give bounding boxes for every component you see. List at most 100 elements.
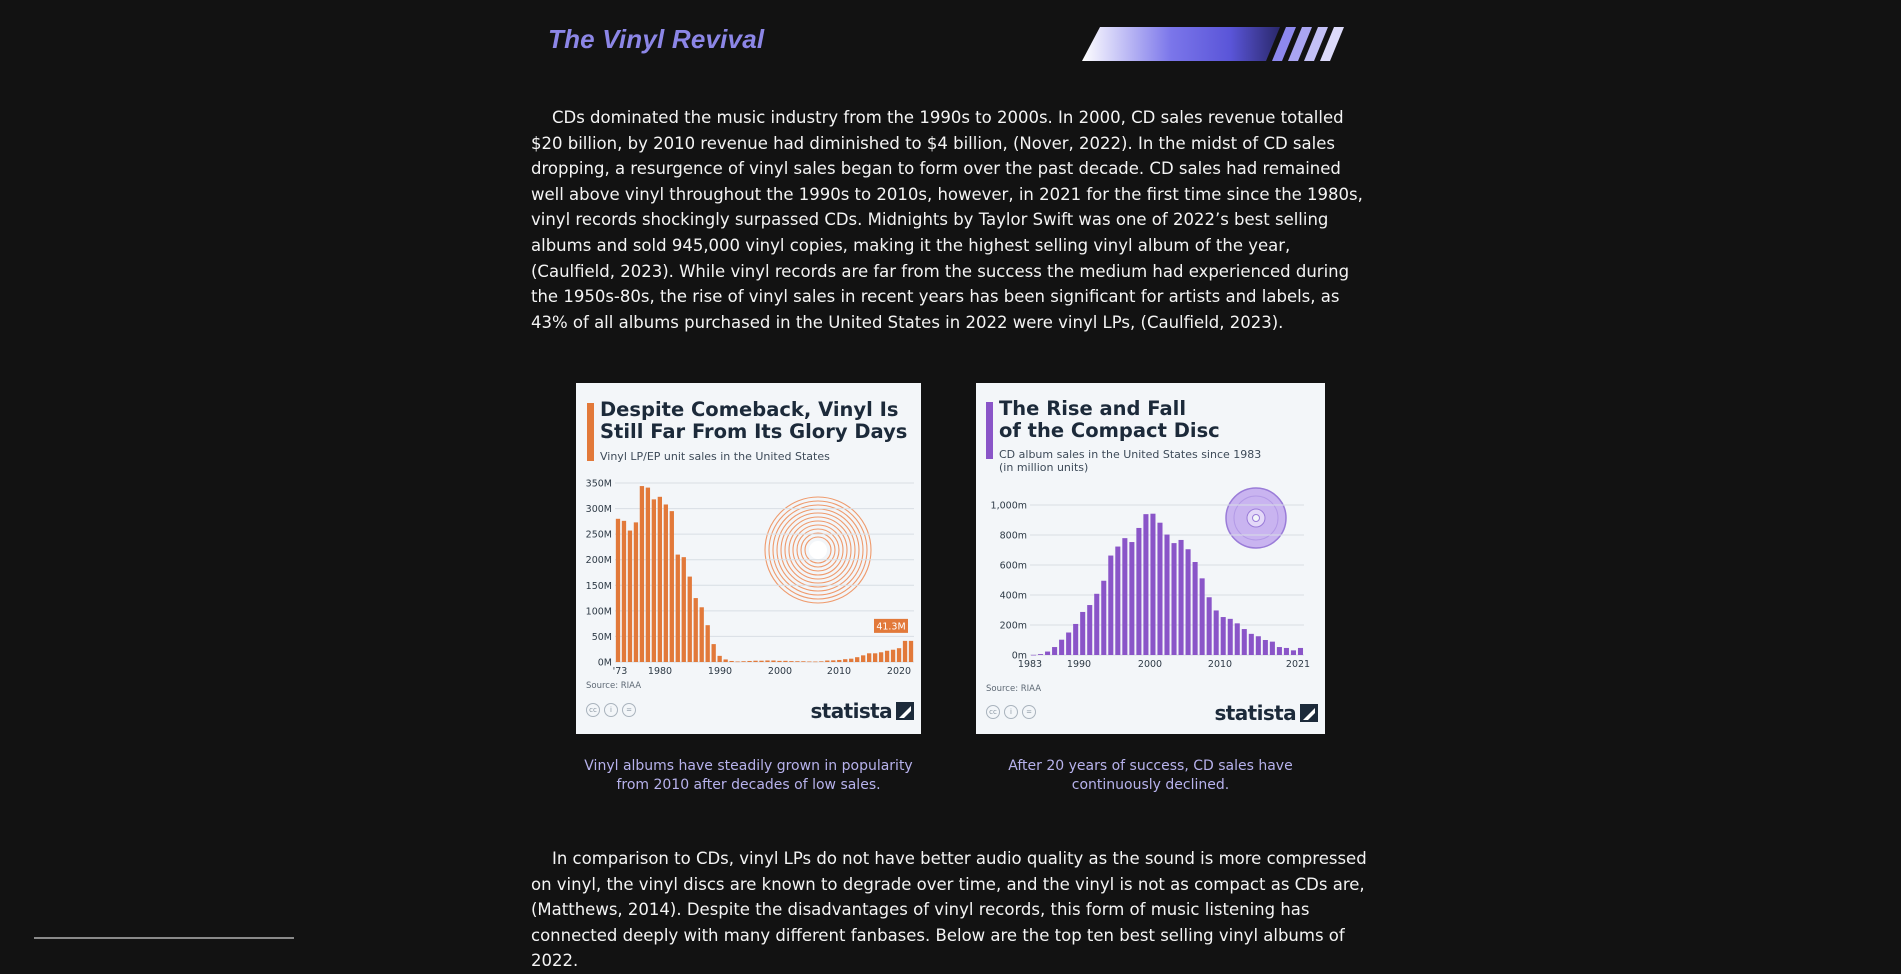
statista-logo-icon [896,702,914,720]
bar-2008 [1206,597,1212,655]
bar-1987 [699,607,704,662]
bar-1997 [1129,542,1135,655]
bar-1994 [741,661,746,662]
x-tick-label: 2010 [827,666,851,677]
annotation-label: 41.3M [876,621,905,632]
bar-2012 [1234,623,1240,655]
bar-1992 [729,660,734,662]
bar-2004 [801,661,806,662]
bar-2020 [896,648,902,662]
bar-1999 [1143,514,1149,655]
bar-1978 [645,487,651,662]
bar-1998 [765,660,770,662]
caption-line1: After 20 years of success, CD sales have [1008,758,1293,774]
vinyl-bar-chart: 0M 50M 100M 150M 200M 250M 300M 350M '73 1980 1990… [586,479,914,677]
bar-1975 [627,530,633,662]
bar-2014 [1248,633,1254,655]
attribution-icon: i [1004,705,1018,719]
title-accent-bar [986,402,993,459]
y-tick-label: 0m [1012,651,1027,662]
bar-2003 [795,661,800,662]
bar-1993 [1101,580,1107,655]
bar-1987 [1059,639,1065,655]
y-tick-label: 0M [598,658,612,669]
bar-1986 [693,598,698,662]
bar-1982 [669,511,674,662]
bar-1984 [1038,654,1044,655]
bar-1977 [639,486,645,662]
bar-2018 [884,650,890,662]
bar-1995 [1115,546,1121,655]
bar-1979 [651,499,657,662]
no-derivatives-icon: = [1022,705,1036,719]
statista-brand: statista [1214,701,1318,725]
horizontal-scrollbar[interactable] [34,937,294,939]
bar-2019 [1283,647,1289,655]
bar-2021 [1297,647,1304,655]
bar-2005 [1185,549,1191,655]
bar-2005 [807,661,812,663]
bar-1994 [1108,555,1114,655]
bar-1988 [705,625,710,662]
chart-title-line2: of the Compact Disc [999,419,1220,442]
bar-2017 [878,652,884,662]
x-tick-label: 2000 [1138,659,1162,670]
x-tick-label: 2000 [768,666,792,677]
x-tick-label: 1980 [648,666,672,677]
bar-1995 [747,660,752,662]
attribution-icon: i [604,703,618,717]
x-tick-label: 2021 [1286,659,1310,670]
caption-line2: continuously declined. [1071,777,1230,793]
bar-1991 [1087,605,1093,655]
bar-1981 [663,504,668,662]
decorative-banner [1082,27,1344,61]
vinyl-groove [764,496,872,604]
bar-2009 [831,660,836,662]
x-tick-label: 2020 [887,666,911,677]
bar-1986 [1052,647,1058,655]
vinyl-record-icon [764,496,872,604]
chart-title-line2: Still Far From Its Glory Days [600,420,908,443]
chart-source: Source: RIAA [586,681,642,691]
bar-1996 [1122,538,1128,655]
x-tick-label: 1990 [1067,659,1091,670]
y-tick-label: 250M [586,530,612,541]
vinyl-groove [800,532,836,568]
statista-wordmark: statista [1214,701,1296,725]
second-paragraph: In comparison to CDs, vinyl LPs do not h… [531,849,1367,971]
bar-2011 [843,659,848,662]
vinyl-sales-chart: Despite Comeback, Vinyl Is Still Far Fro… [576,383,921,734]
caption-line2: from 2010 after decades of low sales. [616,777,881,793]
title-accent-bar [587,403,594,461]
chart-subtitle-line2: (in million units) [999,461,1089,474]
bar-1973 [615,518,621,662]
bar-2015 [1255,636,1261,655]
bar-1989 [1073,623,1079,655]
bar-2006 [1192,562,1198,655]
bar-2013 [855,657,860,662]
statista-logo-icon [1300,704,1318,722]
y-tick-label: 200M [586,555,612,566]
bar-2001 [1157,522,1163,655]
y-tick-label: 200m [1000,621,1027,632]
x-tick-label: 1983 [1018,659,1042,670]
bar-2015 [866,653,872,662]
bar-2014 [861,655,866,662]
creative-commons-icon: cc [586,703,600,717]
bar-2002 [1164,534,1170,655]
vinyl-groove [784,516,852,584]
bar-2009 [1213,610,1219,655]
bar-2022 [908,640,914,662]
y-tick-label: 300M [586,504,612,515]
bar-1997 [759,660,764,662]
bar-2003 [1171,543,1177,655]
bar-2006 [813,661,818,663]
bar-1983 [675,554,680,662]
bar-2016 [872,653,878,662]
chart-subtitle: Vinyl LP/EP unit sales in the United Sta… [600,450,830,463]
chart-title: Despite Comeback, Vinyl Is Still Far Fro… [600,399,910,443]
statista-brand: statista [810,699,914,723]
page-title: The Vinyl Revival [548,24,765,54]
vinyl-groove [788,520,848,580]
cd-chart-caption: After 20 years of success, CD sales have… [976,757,1325,795]
